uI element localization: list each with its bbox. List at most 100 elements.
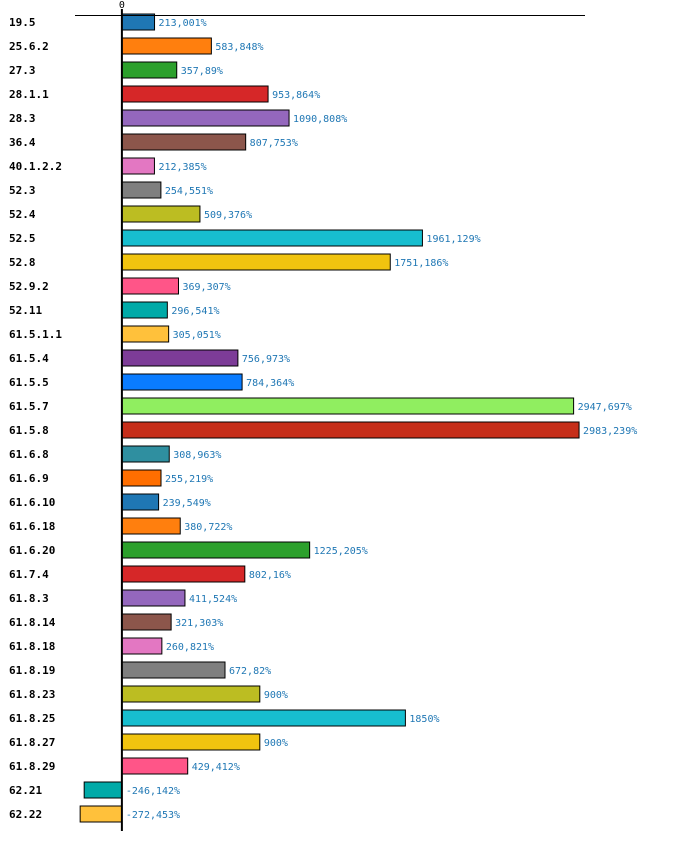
value-label: 411,524% (189, 594, 237, 605)
bar (121, 253, 391, 271)
value-label: 255,219% (165, 474, 213, 485)
bar (121, 373, 243, 391)
bar (121, 541, 311, 559)
bar (121, 469, 162, 487)
bar (121, 109, 290, 127)
category-label: 25.6.2 (9, 40, 49, 53)
category-label: 52.11 (9, 304, 42, 317)
category-label: 19.5 (9, 16, 36, 29)
value-label: 429,412% (192, 762, 240, 773)
category-label: 61.8.25 (9, 712, 55, 725)
bar (121, 733, 261, 751)
category-label: 61.5.7 (9, 400, 49, 413)
value-label: 369,307% (182, 282, 230, 293)
value-label: 321,303% (175, 618, 223, 629)
value-label: 802,16% (249, 570, 291, 581)
value-label: 900% (264, 738, 288, 749)
value-label: 380,722% (184, 522, 232, 533)
bar (121, 349, 239, 367)
category-label: 52.5 (9, 232, 36, 245)
value-label: 260,821% (166, 642, 214, 653)
bar (121, 61, 178, 79)
bar (121, 37, 212, 55)
category-label: 61.8.18 (9, 640, 55, 653)
value-label: 2983,239% (583, 426, 637, 437)
bar (121, 277, 179, 295)
category-label: 61.5.5 (9, 376, 49, 389)
bar (121, 397, 575, 415)
category-label: 61.8.27 (9, 736, 55, 749)
category-label: 52.3 (9, 184, 36, 197)
value-label: 672,82% (229, 666, 271, 677)
category-label: 61.6.8 (9, 448, 49, 461)
category-label: 61.8.19 (9, 664, 55, 677)
value-label: 1961,129% (426, 234, 480, 245)
bar (121, 517, 181, 535)
category-label: 28.3 (9, 112, 36, 125)
value-label: 583,848% (215, 42, 263, 53)
category-label: 61.7.4 (9, 568, 49, 581)
bar (121, 613, 172, 631)
value-label: 213,001% (159, 18, 207, 29)
value-label: 1751,186% (394, 258, 448, 269)
value-label: 357,89% (181, 66, 223, 77)
bar (121, 205, 201, 223)
bar (121, 565, 246, 583)
value-label: -272,453% (126, 810, 180, 821)
category-label: 28.1.1 (9, 88, 49, 101)
value-label: 807,753% (250, 138, 298, 149)
category-label: 52.4 (9, 208, 36, 221)
value-label: 2947,697% (578, 402, 632, 413)
bars-group: 19.5 213,001% 25.6.2 583,848% 27.3 357,89% 28.… (9, 13, 637, 823)
category-label: 61.6.9 (9, 472, 49, 485)
value-label: 239,549% (163, 498, 211, 509)
category-label: 62.22 (9, 808, 42, 821)
category-label: 62.21 (9, 784, 42, 797)
bar (121, 757, 189, 775)
bar (121, 13, 156, 31)
bar (121, 445, 170, 463)
value-label: 900% (264, 690, 288, 701)
value-label: 308,963% (173, 450, 221, 461)
value-label: 1225,205% (314, 546, 368, 557)
bar (79, 805, 123, 823)
bar (121, 685, 261, 703)
zero-tick-label: 0 (119, 0, 125, 11)
value-label: 953,864% (272, 90, 320, 101)
bar (121, 133, 247, 151)
category-label: 61.8.3 (9, 592, 49, 605)
category-label: 36.4 (9, 136, 36, 149)
value-label: 254,551% (165, 186, 213, 197)
category-label: 27.3 (9, 64, 36, 77)
bar (121, 181, 162, 199)
value-label: 305,051% (173, 330, 221, 341)
category-label: 40.1.2.2 (9, 160, 62, 173)
bar (121, 301, 168, 319)
category-label: 61.8.29 (9, 760, 55, 773)
value-label: 296,541% (171, 306, 219, 317)
category-label: 61.5.4 (9, 352, 49, 365)
value-label: 1090,808% (293, 114, 347, 125)
value-label: 509,376% (204, 210, 252, 221)
bar (121, 421, 580, 439)
category-label: 52.8 (9, 256, 36, 269)
category-label: 61.6.20 (9, 544, 55, 557)
bar (121, 637, 163, 655)
bar (121, 709, 406, 727)
bar (121, 157, 155, 175)
bar (121, 229, 423, 247)
category-label: 52.9.2 (9, 280, 49, 293)
value-label: 756,973% (242, 354, 290, 365)
category-label: 61.6.18 (9, 520, 55, 533)
category-label: 61.5.8 (9, 424, 49, 437)
bar (121, 85, 269, 103)
value-label: -246,142% (126, 786, 180, 797)
category-label: 61.5.1.1 (9, 328, 62, 341)
bar (83, 781, 123, 799)
bar (121, 589, 186, 607)
category-label: 61.8.14 (9, 616, 56, 629)
value-label: 212,385% (158, 162, 206, 173)
value-label: 784,364% (246, 378, 294, 389)
category-label: 61.6.10 (9, 496, 55, 509)
